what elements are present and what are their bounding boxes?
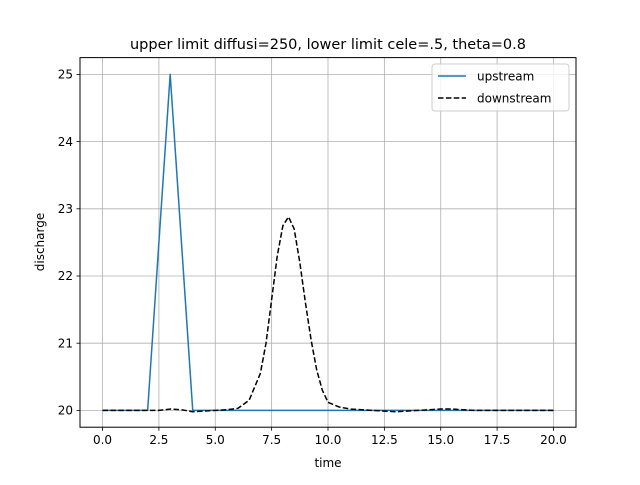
y-axis-label: discharge [33, 213, 47, 271]
legend: upstream downstream [431, 63, 570, 112]
x-tick-label: 10.0 [315, 433, 342, 447]
x-tick-label: 12.5 [371, 433, 398, 447]
series-layer [102, 73, 554, 413]
y-tick-label: 25 [58, 68, 73, 82]
y-tick-label: 23 [58, 202, 73, 216]
x-tick-label: 15.0 [427, 433, 454, 447]
y-tick-label: 20 [58, 404, 73, 418]
y-tick-label: 24 [58, 135, 73, 149]
tick-layer: 0.0 2.5 5.0 7.5 10.0 12.5 15.0 17.5 20.0 20 21 22 23… [58, 68, 567, 448]
x-axis-label: time [314, 456, 341, 470]
legend-downstream-label: downstream [477, 92, 551, 106]
legend-upstream-label: upstream [477, 70, 534, 84]
x-tick-label: 2.5 [149, 433, 168, 447]
y-tick-label: 22 [58, 269, 73, 283]
legend-box [431, 63, 570, 112]
x-tick-label: 17.5 [484, 433, 511, 447]
x-tick-label: 20.0 [540, 433, 567, 447]
x-tick-label: 0.0 [93, 433, 112, 447]
chart-title: upper limit diffusi=250, lower limit cel… [130, 37, 526, 53]
x-tick-label: 5.0 [206, 433, 225, 447]
x-tick-label: 7.5 [262, 433, 281, 447]
y-tick-label: 21 [58, 336, 73, 350]
